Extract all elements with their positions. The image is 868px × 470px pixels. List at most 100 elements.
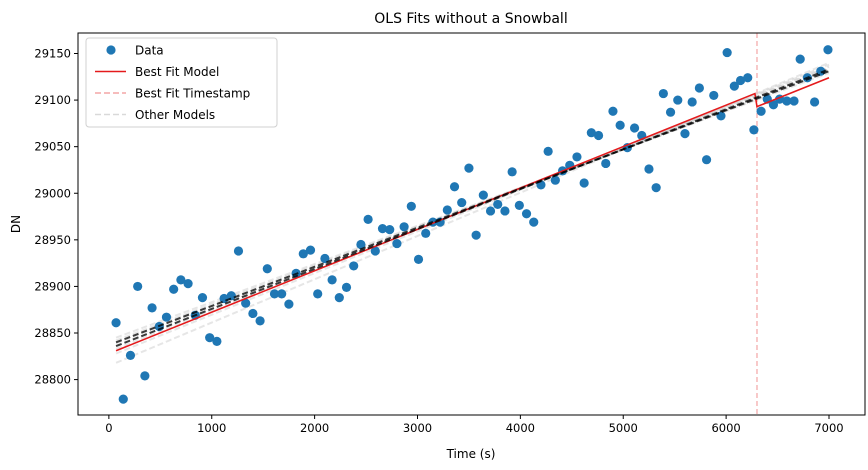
legend-marker: [106, 45, 116, 55]
data-point: [133, 281, 143, 292]
data-point: [313, 289, 323, 299]
data-point: [449, 182, 460, 192]
data-point: [673, 95, 683, 105]
data-point: [140, 371, 150, 381]
y-axis: 28800 28850 28900 28950 29000 29050 29100 29150: [34, 46, 78, 387]
data-point: [226, 291, 236, 301]
data-point: [205, 333, 215, 343]
legend: Data Best Fit Model Best Fit Timestamp Othe…: [85, 37, 278, 128]
data-point: [514, 200, 524, 210]
data-point: [823, 45, 833, 55]
data-point: [176, 275, 186, 285]
x-tick-label: 7000: [814, 421, 843, 435]
data-point: [233, 246, 244, 256]
data-point: [743, 73, 753, 83]
data-point: [485, 206, 496, 216]
data-point: [392, 238, 402, 249]
data-point: [197, 293, 208, 303]
data-point: [789, 96, 799, 106]
data-point: [701, 155, 712, 165]
data-point: [768, 100, 779, 110]
data-point: [464, 163, 474, 173]
data-point: [586, 128, 596, 138]
x-tick-label: 4000: [506, 421, 535, 435]
data-point: [694, 83, 704, 93]
data-point: [521, 209, 532, 219]
y-tick-label: 29100: [34, 93, 71, 107]
data-point: [749, 125, 759, 135]
y-tick-label: 29000: [34, 186, 71, 200]
data-point: [169, 284, 179, 294]
x-axis: 0 1000 2000 3000 4000 5000 6000 7000: [105, 415, 844, 435]
data-point: [377, 224, 388, 234]
y-tick-label: 28900: [34, 279, 71, 293]
data-point: [601, 158, 611, 169]
data-point: [262, 264, 272, 274]
data-point: [658, 88, 668, 99]
data-point: [644, 164, 654, 174]
data-point: [629, 123, 640, 133]
data-point: [118, 394, 128, 404]
x-tick-label: 1000: [197, 421, 226, 435]
plot-marks: [111, 33, 833, 415]
x-tick-label: 6000: [711, 421, 740, 435]
data-point: [183, 279, 193, 289]
y-tick-label: 28850: [34, 326, 71, 340]
x-tick-label: 3000: [403, 421, 432, 435]
data-point: [111, 318, 121, 328]
data-point: [406, 201, 416, 211]
data-point: [457, 197, 467, 208]
x-tick-label: 0: [105, 421, 112, 435]
data-point: [579, 178, 589, 188]
model-line: [115, 70, 830, 344]
data-point: [809, 97, 820, 107]
data-point: [795, 54, 805, 64]
data-point: [722, 47, 732, 58]
data-point: [529, 217, 539, 227]
legend-label: Best Fit Model: [135, 65, 219, 79]
data-point: [212, 336, 222, 346]
data-point: [550, 175, 560, 185]
legend-label: Other Models: [135, 108, 215, 122]
y-axis-label: DN: [9, 215, 23, 233]
y-tick-label: 28950: [34, 233, 71, 247]
data-point: [687, 97, 697, 107]
data-point: [756, 106, 766, 116]
data-point: [471, 230, 481, 240]
data-point: [277, 289, 287, 299]
data-point: [709, 90, 719, 101]
data-point: [320, 253, 330, 264]
data-point: [782, 96, 792, 106]
x-tick-label: 2000: [300, 421, 329, 435]
data-point: [147, 303, 157, 313]
data-point: [413, 254, 424, 265]
data-point: [356, 239, 366, 250]
data-point: [255, 316, 265, 326]
data-point: [334, 293, 344, 303]
data-point: [370, 246, 380, 256]
legend-box: [85, 37, 278, 128]
data-point: [665, 107, 676, 117]
data-point: [593, 130, 604, 141]
data-point: [305, 245, 316, 255]
data-point: [478, 190, 488, 200]
data-point: [680, 129, 690, 139]
data-point: [241, 298, 251, 308]
y-tick-label: 29150: [34, 46, 71, 60]
plot-area: [111, 33, 833, 415]
data-point: [248, 308, 258, 319]
data-point: [500, 206, 510, 216]
legend-label: Best Fit Timestamp: [135, 87, 250, 101]
x-axis-label: Time (s): [446, 447, 496, 461]
data-point: [651, 183, 661, 193]
data-point: [735, 75, 746, 86]
data-point: [125, 350, 136, 360]
data-point: [363, 214, 373, 224]
data-point: [615, 120, 625, 130]
data-point: [543, 146, 553, 156]
data-point: [399, 222, 409, 232]
data-point: [421, 228, 431, 238]
data-point: [608, 106, 618, 116]
chart-title: OLS Fits without a Snowball: [374, 11, 567, 27]
